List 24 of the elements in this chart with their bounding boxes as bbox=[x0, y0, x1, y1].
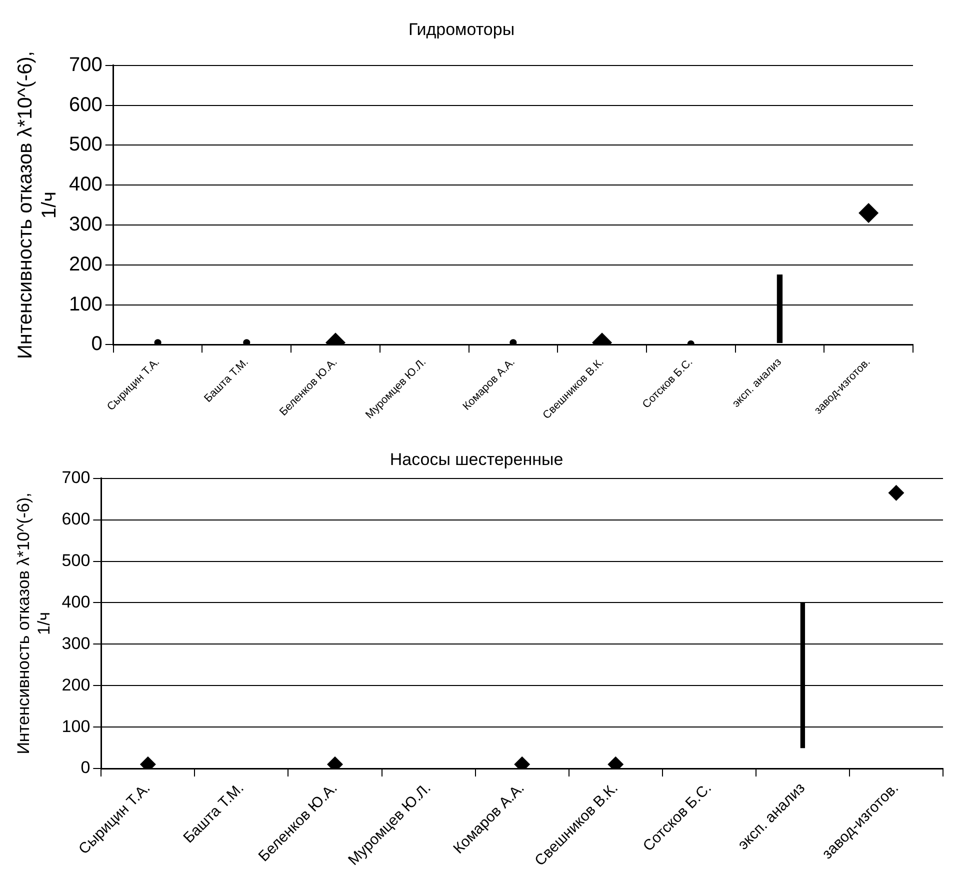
y-tick-label: 500 bbox=[68, 134, 102, 156]
chart-title: Насосы шестеренные bbox=[390, 450, 564, 469]
y-tick-label: 0 bbox=[91, 333, 102, 356]
y-tick-label: 700 bbox=[68, 54, 102, 76]
point bbox=[510, 339, 517, 345]
y-tick-label: 100 bbox=[68, 293, 102, 316]
point bbox=[154, 339, 162, 345]
chart-title: Гидромоторы bbox=[408, 20, 515, 39]
point bbox=[858, 203, 879, 224]
y-tick-label: 400 bbox=[68, 174, 102, 196]
y-tick-label: 100 bbox=[62, 716, 90, 736]
y-tick-label: 600 bbox=[68, 94, 102, 116]
point bbox=[243, 339, 250, 345]
y-axis-title: Интенсивность отказов λ*10^(-6), 1/ч bbox=[14, 492, 54, 754]
y-tick-label: 300 bbox=[62, 634, 90, 653]
y-tick-label: 0 bbox=[80, 758, 90, 778]
y-axis-title: Интенсивность отказов λ*10^(-6), 1/ч bbox=[14, 51, 61, 359]
y-tick-label: 400 bbox=[62, 592, 90, 612]
y-tick-label: 300 bbox=[68, 213, 102, 236]
y-tick-label: 500 bbox=[62, 550, 90, 570]
y-tick-label: 700 bbox=[62, 468, 90, 488]
y-tick-label: 200 bbox=[62, 675, 90, 694]
y-tick-label: 200 bbox=[68, 253, 102, 276]
y-tick-label: 600 bbox=[62, 510, 90, 529]
